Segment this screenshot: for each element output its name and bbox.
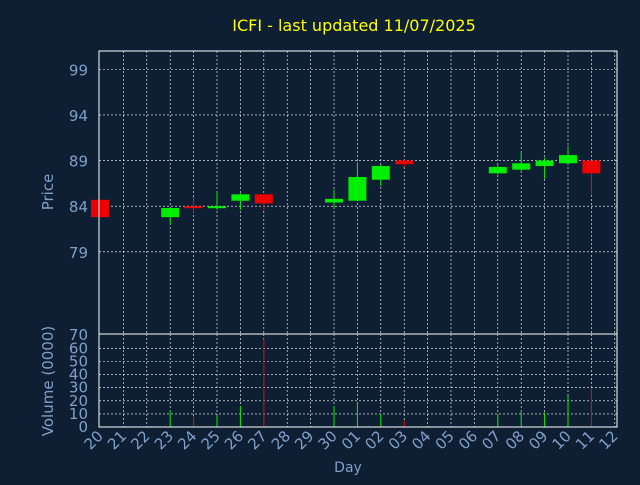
price-axis-label: Price xyxy=(39,174,57,211)
candle-body xyxy=(488,166,507,174)
volume-tick-label: 40 xyxy=(69,366,88,384)
candle-body xyxy=(371,166,390,180)
x-tick-label: 29 xyxy=(291,427,317,453)
price-tick-label: 99 xyxy=(69,61,88,79)
price-tick-label: 94 xyxy=(69,107,88,125)
x-tick-label: 07 xyxy=(478,427,504,453)
candle-body xyxy=(161,208,180,218)
volume-tick-label: 60 xyxy=(69,339,88,357)
x-tick-label: 28 xyxy=(268,427,294,453)
x-tick-label: 06 xyxy=(455,427,481,453)
x-tick-label: 24 xyxy=(174,427,200,453)
price-tick-label: 84 xyxy=(69,198,88,216)
x-tick-label: 05 xyxy=(432,427,458,453)
x-tick-label: 01 xyxy=(338,427,364,453)
x-tick-label: 22 xyxy=(127,427,153,453)
candle-body xyxy=(184,206,203,209)
candle-body xyxy=(208,206,226,209)
x-tick-label: 27 xyxy=(244,427,270,453)
x-axis-label: Day xyxy=(334,460,362,476)
volume-tick-label: 20 xyxy=(69,392,88,410)
candle-body xyxy=(395,160,414,165)
price-panel: 79 84 89 94 99 70 xyxy=(69,50,618,344)
x-tick-label: 09 xyxy=(525,427,551,453)
volume-panel-frame xyxy=(98,333,618,428)
price-tick-label: 89 xyxy=(69,153,88,171)
volume-tick-label: 30 xyxy=(69,379,88,397)
x-tick-label: 25 xyxy=(198,427,224,453)
candle-body xyxy=(535,160,554,167)
chart-title: ICFI - last updated 11/07/2025 xyxy=(232,16,476,35)
candle-body xyxy=(512,163,531,170)
volume-axis-label: Volume (0000) xyxy=(39,326,57,436)
candle-body xyxy=(254,194,273,204)
candle-body xyxy=(231,194,250,201)
volume-tick-label: 10 xyxy=(69,405,88,423)
x-tick-label: 08 xyxy=(502,427,528,453)
x-tick-label: 12 xyxy=(595,427,621,453)
x-tick-label: 11 xyxy=(572,427,598,453)
candle-body xyxy=(91,199,109,218)
volume-tick-label: 50 xyxy=(69,353,88,371)
x-tick-label: 10 xyxy=(549,427,575,453)
x-tick-label: 30 xyxy=(315,427,341,453)
x-axis: 2021222324252627282930010203040506070809… xyxy=(81,427,622,453)
candle-body xyxy=(582,160,601,174)
x-tick-label: 21 xyxy=(104,427,130,453)
price-tick-label: 70 xyxy=(69,326,88,344)
candle-body xyxy=(559,155,577,164)
candle-body xyxy=(348,176,367,201)
x-tick-label: 23 xyxy=(151,427,177,453)
volume-tick-label: 0 xyxy=(78,418,88,436)
price-tick-label: 79 xyxy=(69,244,88,262)
x-tick-label: 02 xyxy=(361,427,387,453)
x-tick-label: 04 xyxy=(408,427,434,453)
candle-body xyxy=(325,198,343,203)
x-tick-label: 03 xyxy=(385,427,411,453)
x-tick-label: 26 xyxy=(221,427,247,453)
